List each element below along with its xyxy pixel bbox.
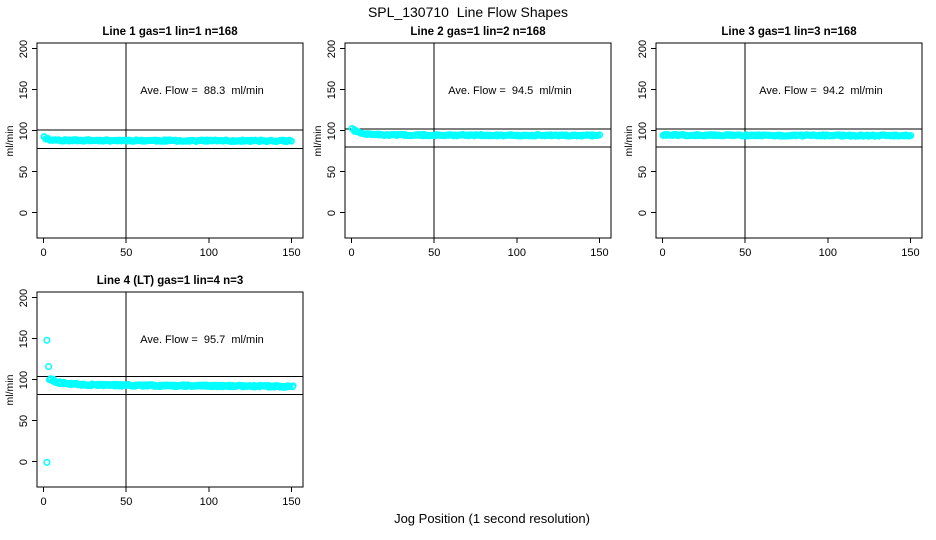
- data-point: [43, 458, 51, 466]
- x-tick-label: 150: [901, 247, 920, 259]
- y-tick-label: 150: [326, 80, 338, 99]
- panel-3-points: [659, 131, 915, 140]
- data-point: [192, 381, 200, 389]
- panel-4-avg-flow-label: Ave. Flow = 95.7 ml/min: [140, 334, 264, 346]
- figure-title: SPL_130710 Line Flow Shapes: [367, 4, 569, 20]
- data-point: [82, 381, 89, 389]
- panel-2-y-axis-label: ml/min: [312, 125, 324, 156]
- panel-3-y-axis-label: ml/min: [623, 125, 635, 156]
- figure-xlabel: Jog Position (1 second resolution): [394, 511, 590, 526]
- x-tick-label: 50: [120, 496, 133, 508]
- y-tick-label: 100: [326, 121, 338, 140]
- panel-4-box: [36, 291, 304, 488]
- y-tick-label: 50: [18, 165, 30, 178]
- panel-1-title: Line 1 gas=1 lin=1 n=168: [102, 26, 238, 38]
- y-tick-label: 200: [18, 288, 30, 307]
- panel-4-y-axis-label: ml/min: [4, 374, 16, 405]
- data-point: [120, 382, 127, 389]
- data-point: [188, 383, 196, 390]
- y-tick-label: 50: [326, 165, 338, 178]
- x-tick-label: 100: [507, 247, 526, 259]
- data-point: [43, 336, 51, 344]
- y-tick-label: 0: [326, 209, 338, 216]
- x-tick-label: 50: [428, 247, 441, 259]
- x-tick-label: 150: [590, 247, 609, 259]
- data-point: [274, 382, 282, 390]
- y-tick-label: 50: [18, 414, 30, 427]
- y-tick-label: 100: [18, 370, 30, 389]
- panel-2-avg-flow-label: Ave. Flow = 94.5 ml/min: [448, 85, 572, 97]
- panel-2-points: [348, 124, 604, 140]
- panel-4-title: Line 4 (LT) gas=1 lin=4 n=3: [96, 275, 244, 287]
- panel-3-title: Line 3 gas=1 lin=3 n=168: [721, 26, 857, 38]
- data-point: [105, 382, 113, 389]
- x-tick-label: 50: [739, 247, 752, 259]
- data-point: [596, 131, 604, 139]
- x-tick-label: 0: [40, 496, 47, 508]
- panel-1-box: [36, 42, 304, 239]
- x-tick-label: 150: [282, 247, 301, 259]
- x-tick-label: 100: [199, 247, 218, 259]
- panel-3-box: [655, 42, 923, 239]
- data-point: [98, 381, 105, 388]
- data-point: [51, 379, 59, 386]
- x-tick-label: 150: [282, 496, 301, 508]
- y-tick-label: 200: [18, 39, 30, 58]
- y-tick-label: 150: [18, 80, 30, 99]
- y-tick-label: 150: [18, 329, 30, 348]
- x-tick-label: 0: [40, 247, 47, 259]
- y-tick-label: 100: [18, 121, 30, 140]
- panel-1-points: [40, 133, 295, 146]
- data-point: [286, 382, 294, 390]
- x-tick-label: 100: [818, 247, 837, 259]
- panel-2-box: [344, 42, 612, 239]
- data-point: [907, 131, 915, 140]
- data-point: [45, 363, 53, 371]
- panel-1-avg-flow-label: Ave. Flow = 88.3 ml/min: [140, 85, 264, 97]
- y-tick-label: 0: [18, 458, 30, 465]
- panel-2-title: Line 2 gas=1 lin=2 n=168: [410, 26, 546, 38]
- y-tick-label: 150: [637, 80, 649, 99]
- data-point: [113, 381, 121, 389]
- data-point: [85, 382, 92, 389]
- y-tick-label: 200: [326, 39, 338, 58]
- y-tick-label: 0: [18, 209, 30, 216]
- x-tick-label: 0: [659, 247, 666, 259]
- x-tick-label: 0: [348, 247, 355, 259]
- x-tick-label: 100: [199, 496, 218, 508]
- data-point: [131, 381, 138, 389]
- y-tick-label: 0: [637, 209, 649, 216]
- data-point: [234, 382, 241, 390]
- y-tick-label: 100: [637, 121, 649, 140]
- data-point: [219, 383, 226, 391]
- panel-1-y-axis-label: ml/min: [4, 125, 16, 156]
- y-tick-label: 200: [637, 39, 649, 58]
- panel-4-points: [43, 336, 297, 466]
- data-point: [287, 137, 295, 145]
- y-tick-label: 50: [637, 165, 649, 178]
- x-tick-label: 50: [120, 247, 133, 259]
- panel-3-avg-flow-label: Ave. Flow = 94.2 ml/min: [759, 85, 883, 97]
